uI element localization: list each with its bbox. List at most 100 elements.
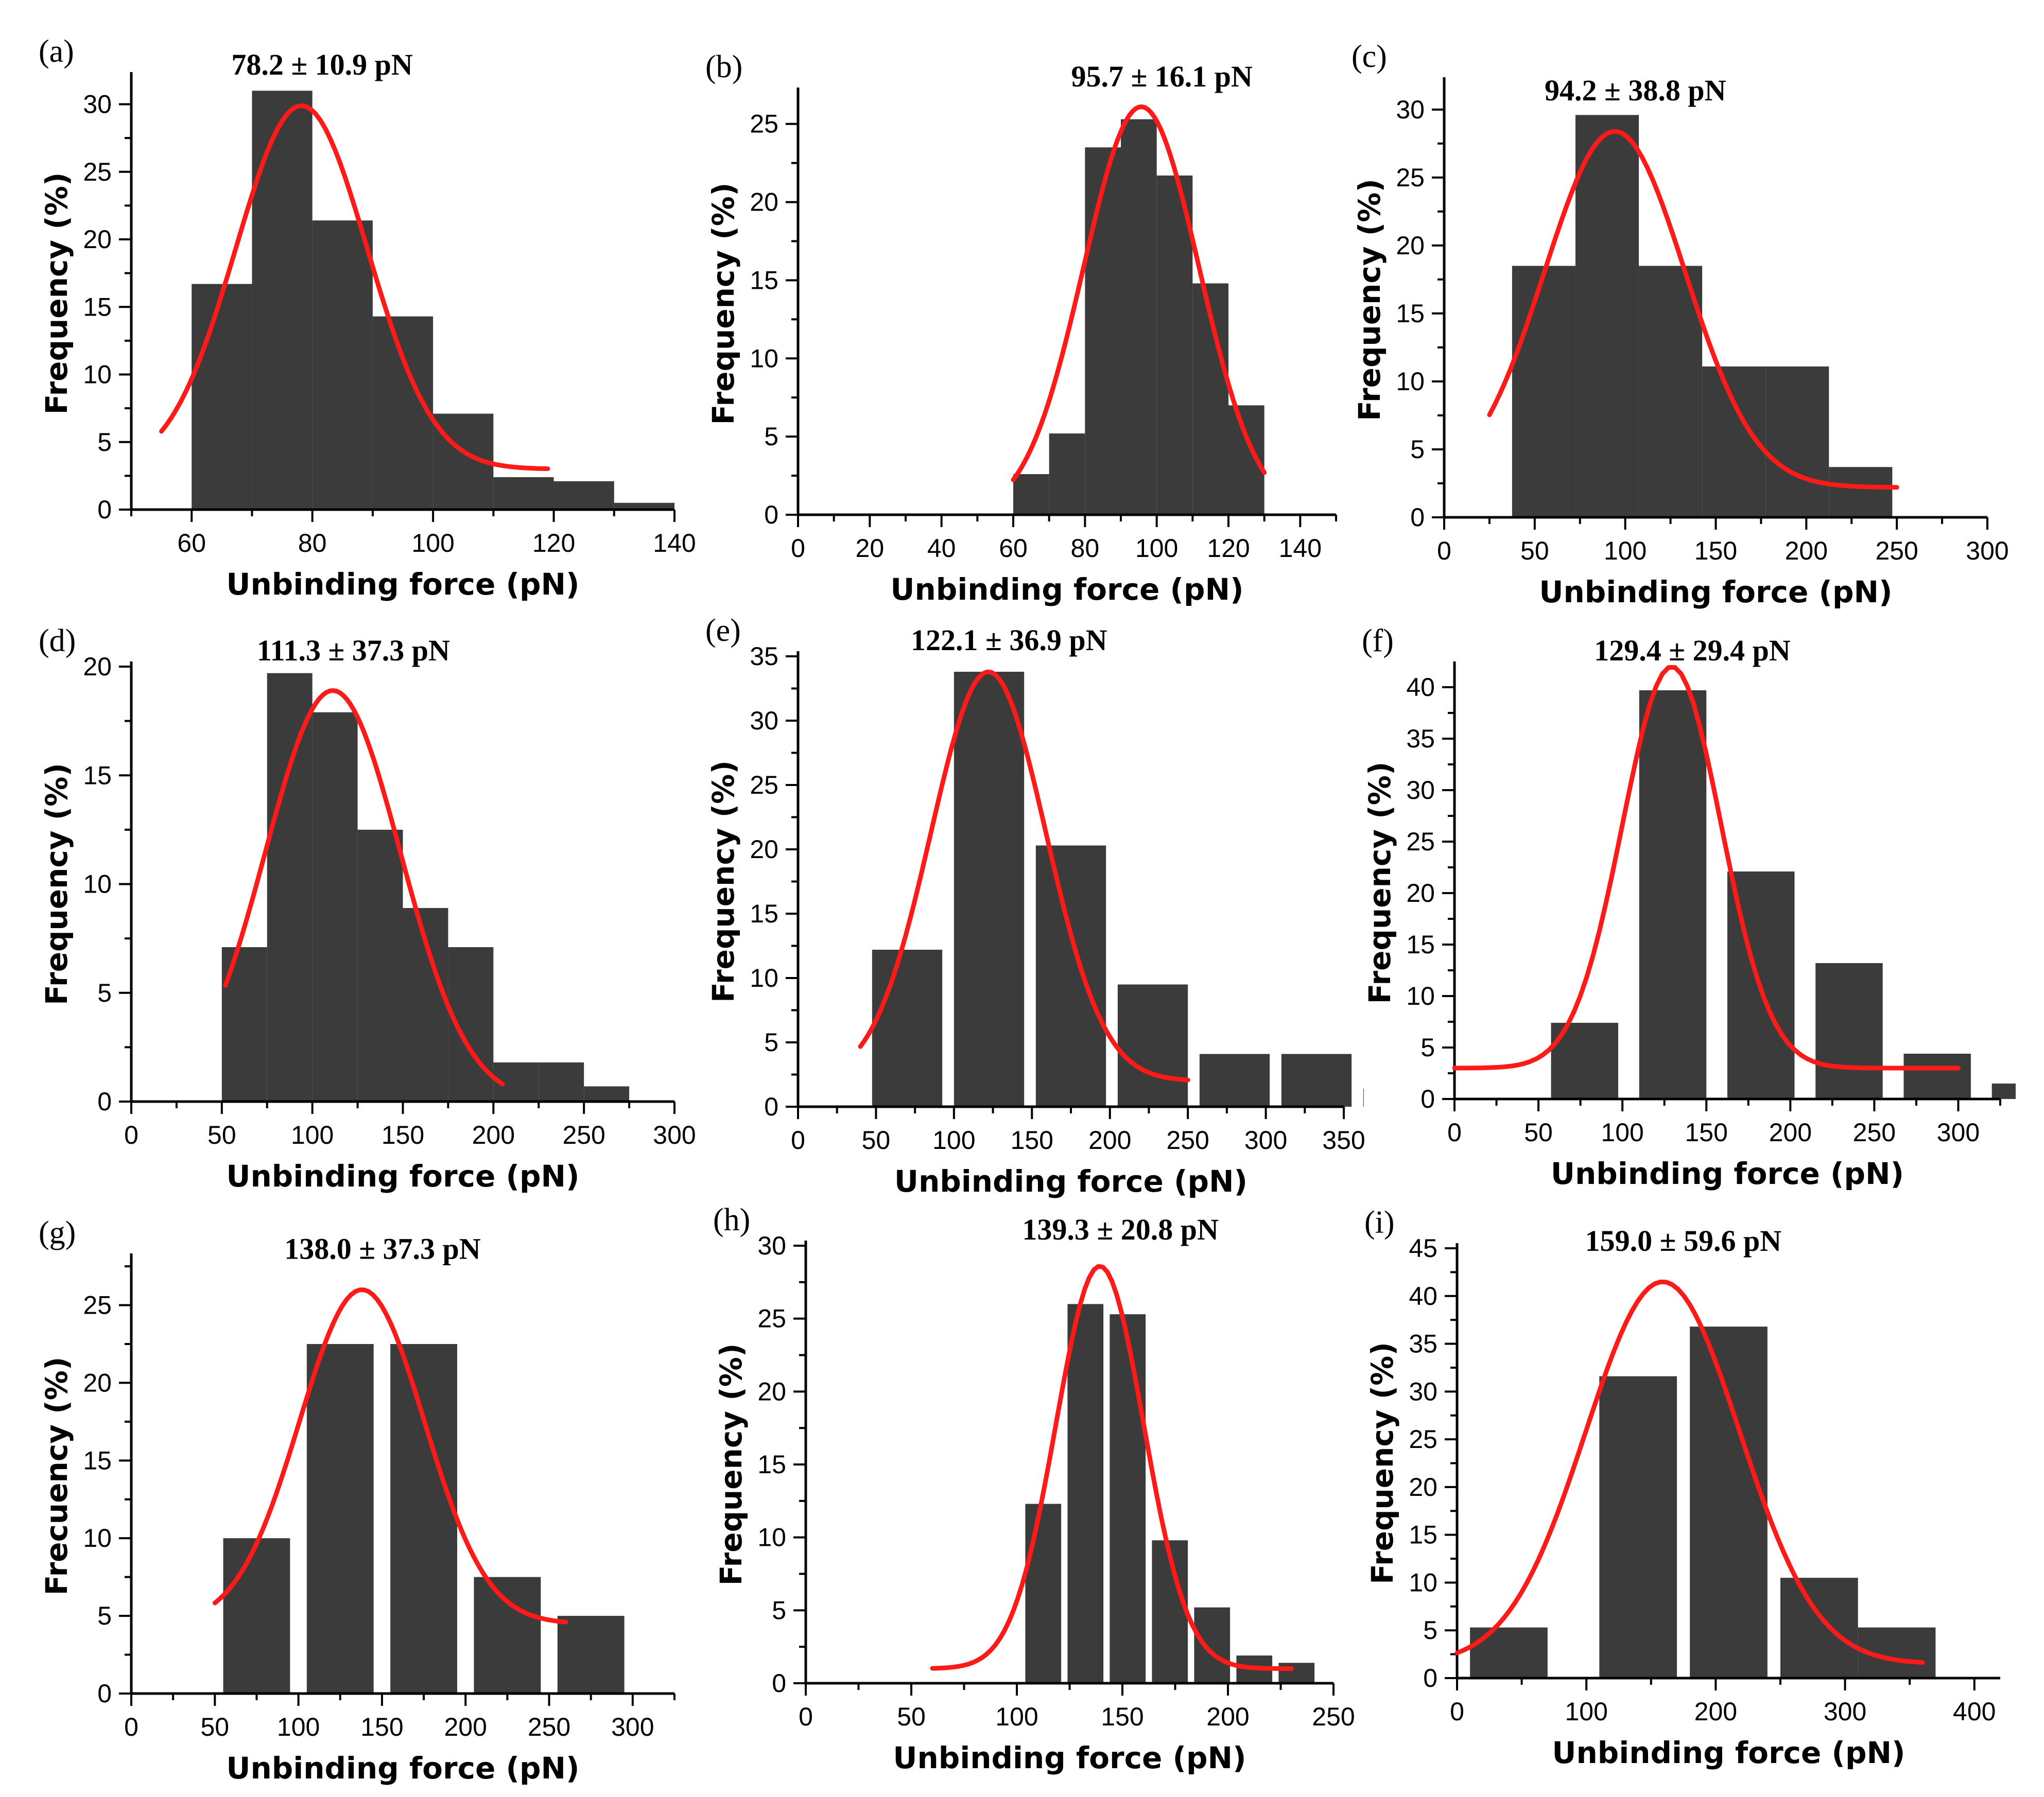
chart-panel-g: 0 50 100 150 200 250 300 0 5 10 15 20 25 Unbinding fo… <box>39 1215 675 1786</box>
x-tick-label: 50 <box>862 1126 891 1155</box>
x-tick-label: 120 <box>1207 534 1250 563</box>
x-tick-label: 50 <box>1520 536 1549 565</box>
x-tick-label: 0 <box>1450 1697 1464 1726</box>
histogram-bar <box>1512 266 1575 517</box>
y-axis-label: Frequency (%) <box>706 183 741 425</box>
x-tick-label: 300 <box>1966 536 2008 565</box>
y-tick-label: 30 <box>1406 776 1435 805</box>
histogram-bar <box>306 1344 374 1694</box>
histogram-bar <box>1991 1084 2016 1099</box>
x-tick-label: 100 <box>277 1713 320 1741</box>
y-tick-label: 5 <box>1410 435 1425 464</box>
histogram-bar <box>390 1344 457 1694</box>
y-tick-label: 10 <box>1406 982 1435 1010</box>
x-tick-label: 0 <box>791 534 805 563</box>
histogram-bar <box>223 1538 290 1694</box>
y-tick-label: 20 <box>1406 879 1435 908</box>
gaussian-fit-curve <box>1487 129 1899 490</box>
y-tick-label: 25 <box>1396 163 1425 192</box>
x-tick-label: 120 <box>532 529 575 557</box>
y-tick-label: 20 <box>83 225 112 254</box>
y-tick-label: 0 <box>97 1087 112 1116</box>
y-tick-label: 5 <box>764 422 778 451</box>
histogram-bar <box>1025 1504 1062 1683</box>
y-tick-label: 25 <box>83 1291 112 1320</box>
x-tick-label: 100 <box>1601 1118 1643 1147</box>
histogram-bar <box>872 950 943 1107</box>
gaussian-fit-curve <box>1452 665 1961 1071</box>
x-tick-label: 60 <box>177 529 206 557</box>
x-tick-label: 200 <box>1694 1697 1737 1726</box>
histogram-bar <box>1035 845 1106 1107</box>
x-tick-label: 100 <box>411 529 454 557</box>
histogram-bar <box>1363 1089 1364 1107</box>
histogram-bar <box>1575 115 1639 517</box>
histogram-bar <box>1049 433 1085 515</box>
histogram-bar <box>1470 1627 1548 1678</box>
x-tick-label: 200 <box>472 1121 515 1149</box>
x-tick-label: 140 <box>1279 534 1322 563</box>
fit-annotation: 159.0 ± 59.6 pN <box>1585 1224 1782 1258</box>
y-tick-label: 30 <box>83 90 112 119</box>
x-tick-label: 300 <box>611 1713 654 1741</box>
y-tick-label: 30 <box>757 1231 786 1260</box>
y-tick-label: 20 <box>1409 1473 1437 1502</box>
y-tick-label: 45 <box>1409 1234 1437 1263</box>
y-tick-label: 15 <box>1406 930 1435 959</box>
x-tick-label: 80 <box>1071 534 1100 563</box>
y-tick-label: 10 <box>750 344 778 373</box>
y-tick-label: 0 <box>97 1679 112 1708</box>
y-tick-label: 10 <box>1409 1568 1437 1597</box>
y-tick-label: 15 <box>83 1446 112 1475</box>
y-tick-label: 0 <box>1421 1085 1435 1113</box>
panel-label: (a) <box>39 34 74 69</box>
histogram-bar <box>557 1616 625 1694</box>
y-tick-label: 30 <box>750 706 778 735</box>
histogram-bar <box>493 477 554 510</box>
x-tick-label: 300 <box>1937 1118 1980 1147</box>
histogram-bar <box>614 502 674 510</box>
y-tick-label: 35 <box>1406 724 1435 753</box>
x-axis-label: Unbinding force (pN) <box>226 567 579 602</box>
y-tick-label: 25 <box>1406 827 1435 856</box>
y-tick-label: 15 <box>750 899 778 928</box>
histogram-bar <box>474 1577 541 1694</box>
histogram-bar <box>1199 1054 1270 1107</box>
y-tick-label: 40 <box>1406 673 1435 702</box>
histogram-bar <box>357 829 403 1102</box>
gaussian-fit-curve <box>159 103 550 472</box>
y-axis-label: Frequency (%) <box>1365 1342 1400 1584</box>
histogram-bar <box>1829 467 1893 517</box>
x-tick-label: 0 <box>799 1702 813 1731</box>
x-tick-label: 50 <box>207 1121 236 1149</box>
x-tick-label: 0 <box>791 1126 805 1155</box>
y-tick-label: 30 <box>1409 1377 1437 1406</box>
y-tick-label: 20 <box>83 1368 112 1397</box>
fit-annotation: 129.4 ± 29.4 pN <box>1594 634 1791 667</box>
fit-annotation: 111.3 ± 37.3 pN <box>257 634 450 667</box>
y-tick-label: 10 <box>83 1524 112 1552</box>
fit-annotation: 138.0 ± 37.3 pN <box>284 1232 481 1265</box>
x-tick-label: 40 <box>927 534 956 563</box>
x-tick-label: 300 <box>1244 1126 1287 1155</box>
histogram-bar <box>1903 1054 1971 1099</box>
x-tick-label: 100 <box>1135 534 1178 563</box>
histogram-bar <box>372 316 434 510</box>
x-tick-label: 50 <box>200 1713 229 1741</box>
panel-label: (c) <box>1352 39 1387 74</box>
gaussian-fit-curve <box>858 669 1190 1083</box>
x-tick-label: 300 <box>653 1121 696 1149</box>
x-axis-label: Unbinding force (pN) <box>1551 1156 1904 1191</box>
panel-label: (b) <box>705 49 742 84</box>
x-axis-label: Unbinding force (pN) <box>894 1164 1248 1199</box>
x-tick-label: 100 <box>995 1702 1038 1731</box>
y-tick-label: 20 <box>1396 231 1425 260</box>
y-tick-label: 15 <box>757 1450 786 1479</box>
x-tick-label: 50 <box>897 1702 926 1731</box>
x-tick-label: 150 <box>1101 1702 1144 1731</box>
histogram-bar <box>1281 1054 1352 1107</box>
x-tick-label: 100 <box>291 1121 334 1149</box>
histogram-bar <box>1194 1607 1231 1683</box>
x-tick-label: 150 <box>1685 1118 1728 1147</box>
